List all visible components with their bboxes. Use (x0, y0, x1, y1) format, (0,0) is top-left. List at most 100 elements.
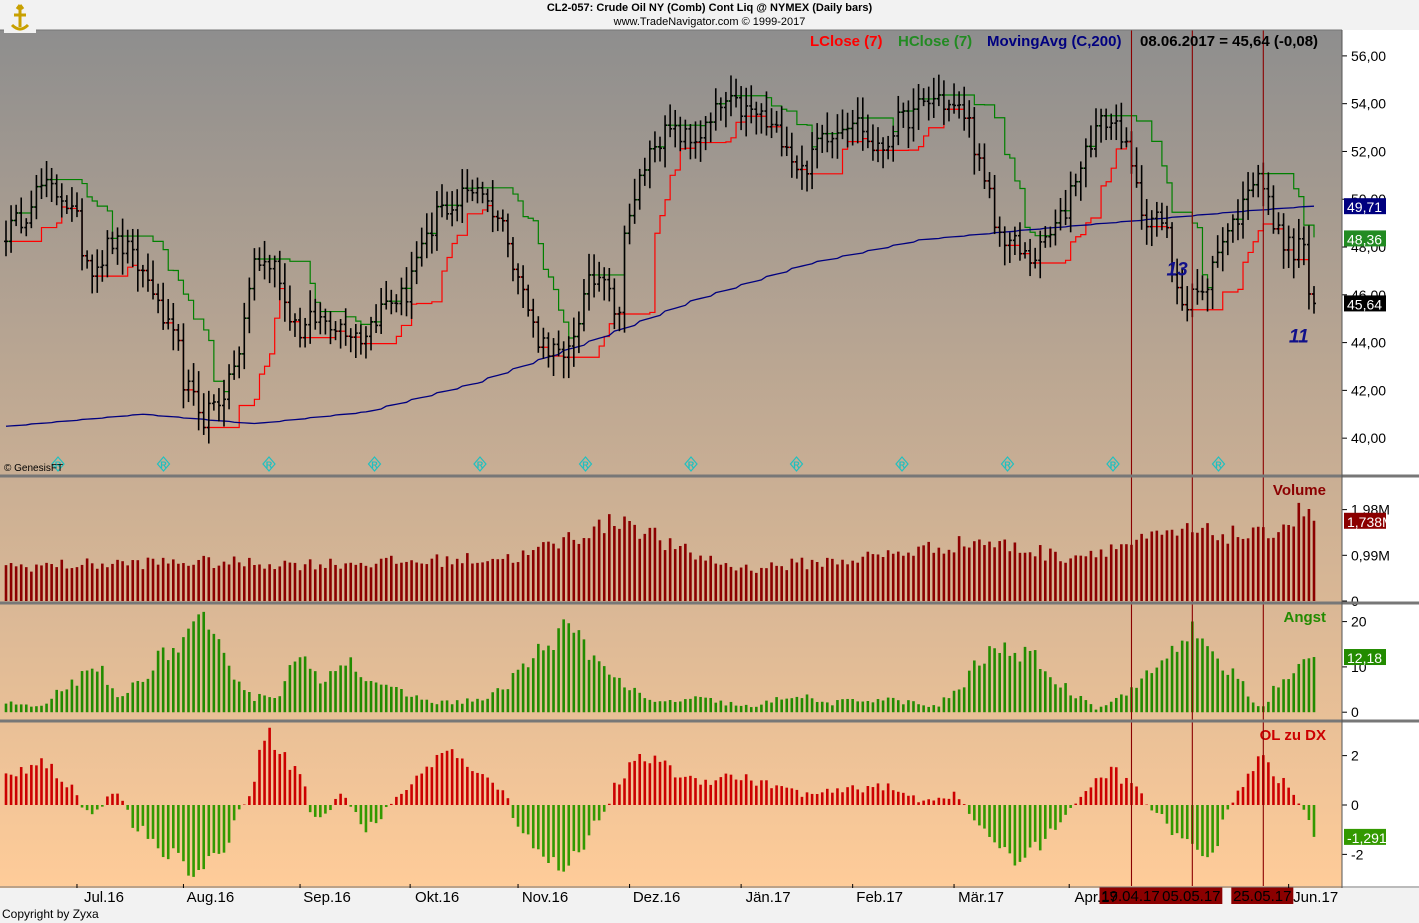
price-bar (1271, 185, 1276, 234)
r-marker-letter: R (266, 460, 273, 470)
price-bar (470, 179, 475, 202)
price-bar (308, 290, 313, 344)
price-bar (505, 213, 510, 258)
price-bar (140, 264, 145, 288)
price-bar (1281, 213, 1286, 269)
price-bar (703, 116, 708, 151)
r-marker-letter: R (688, 460, 695, 470)
ol-zu-dx-tick-label: -2 (1351, 846, 1364, 862)
price-bar (916, 83, 921, 130)
price-bar (1109, 113, 1114, 140)
price-bar (708, 112, 713, 143)
price-bar (769, 108, 774, 139)
price-bar (424, 213, 429, 259)
price-bar (1068, 171, 1073, 233)
price-bar (206, 390, 211, 444)
r-marker-icon: R (262, 456, 276, 472)
wave-count-annotation: 13 (1167, 260, 1189, 281)
price-bar (303, 317, 308, 348)
price-bar (1230, 214, 1235, 243)
price-bar (840, 109, 845, 140)
price-bar (110, 231, 115, 255)
price-tick-label: 54,00 (1351, 96, 1386, 112)
price-bar (1306, 225, 1311, 310)
price-bar (247, 277, 252, 334)
price-bar (64, 195, 69, 214)
price-tick-label: 52,00 (1351, 143, 1386, 159)
price-bar (693, 121, 698, 159)
price-bar (257, 247, 262, 271)
price-bar (151, 260, 156, 300)
price-bar (987, 172, 992, 199)
price-bar (718, 97, 723, 121)
marker-date-label: 05.05.17 (1162, 888, 1220, 905)
price-bar (561, 341, 566, 379)
price-bar (1038, 230, 1043, 279)
price-bar (642, 157, 647, 186)
price-bar (1012, 226, 1017, 255)
panel-dividers (0, 29, 1419, 888)
ol-zu-dx-tick-label: 2 (1351, 748, 1359, 764)
price-bar (1088, 125, 1093, 158)
price-panel: R R R R R R R R R R R R 13 11 (4, 74, 1316, 472)
price-bar (1033, 247, 1038, 269)
price-bar (1002, 226, 1007, 266)
price-bar (1124, 127, 1129, 148)
price-bar (24, 218, 29, 237)
price-bar (211, 394, 216, 411)
price-bar (946, 99, 951, 122)
month-tick-label: Okt.16 (415, 889, 459, 906)
marker-date-box (1160, 887, 1223, 904)
r-marker-icon: R (895, 456, 909, 472)
price-bar (59, 183, 64, 218)
price-bar (4, 220, 8, 257)
price-bar (1119, 102, 1124, 150)
price-bar (272, 255, 277, 288)
price-bar (576, 311, 581, 354)
price-bar (44, 160, 49, 198)
price-bar (363, 326, 368, 359)
price-bar (936, 74, 941, 107)
angst-tick-label: 0 (1351, 704, 1359, 720)
price-bar (328, 311, 333, 345)
price-bar (500, 209, 505, 232)
price-bar (1104, 108, 1109, 141)
legend-moving-avg: MovingAvg (C,200) (987, 33, 1121, 50)
price-bar (252, 248, 257, 301)
marker-date-label: 25.05.17 (1233, 888, 1291, 905)
price-bar (516, 263, 521, 295)
price-bar (891, 125, 896, 162)
price-bar (1073, 173, 1078, 197)
panel-divider (0, 719, 1419, 723)
price-bar (1235, 199, 1240, 241)
price-bar (69, 187, 74, 222)
price-bar (130, 228, 135, 268)
price-bar (845, 112, 850, 148)
volume-value-box (1344, 512, 1386, 529)
price-tick-label: 42,00 (1351, 382, 1386, 398)
price-bar (941, 80, 946, 125)
price-bar (911, 88, 916, 142)
price-value-box (1344, 295, 1386, 312)
price-bar (222, 379, 226, 427)
price-bar (434, 191, 439, 251)
price-bar (1200, 275, 1205, 301)
price-bar (267, 254, 272, 284)
price-bar (1241, 181, 1246, 239)
price-bar (982, 143, 987, 189)
price-bar (287, 285, 292, 331)
price-bar (683, 119, 688, 150)
r-marker-letter: R (477, 460, 484, 470)
price-bar (440, 184, 444, 218)
price-bar (926, 86, 931, 121)
price-bar (49, 167, 54, 203)
r-marker-letter: R (371, 460, 378, 470)
price-bar (921, 88, 926, 107)
price-value-label: 45,64 (1347, 296, 1382, 312)
r-marker-icon: R (789, 456, 804, 472)
price-bar (673, 109, 678, 148)
price-bar (967, 100, 972, 138)
price-bar (318, 302, 323, 335)
